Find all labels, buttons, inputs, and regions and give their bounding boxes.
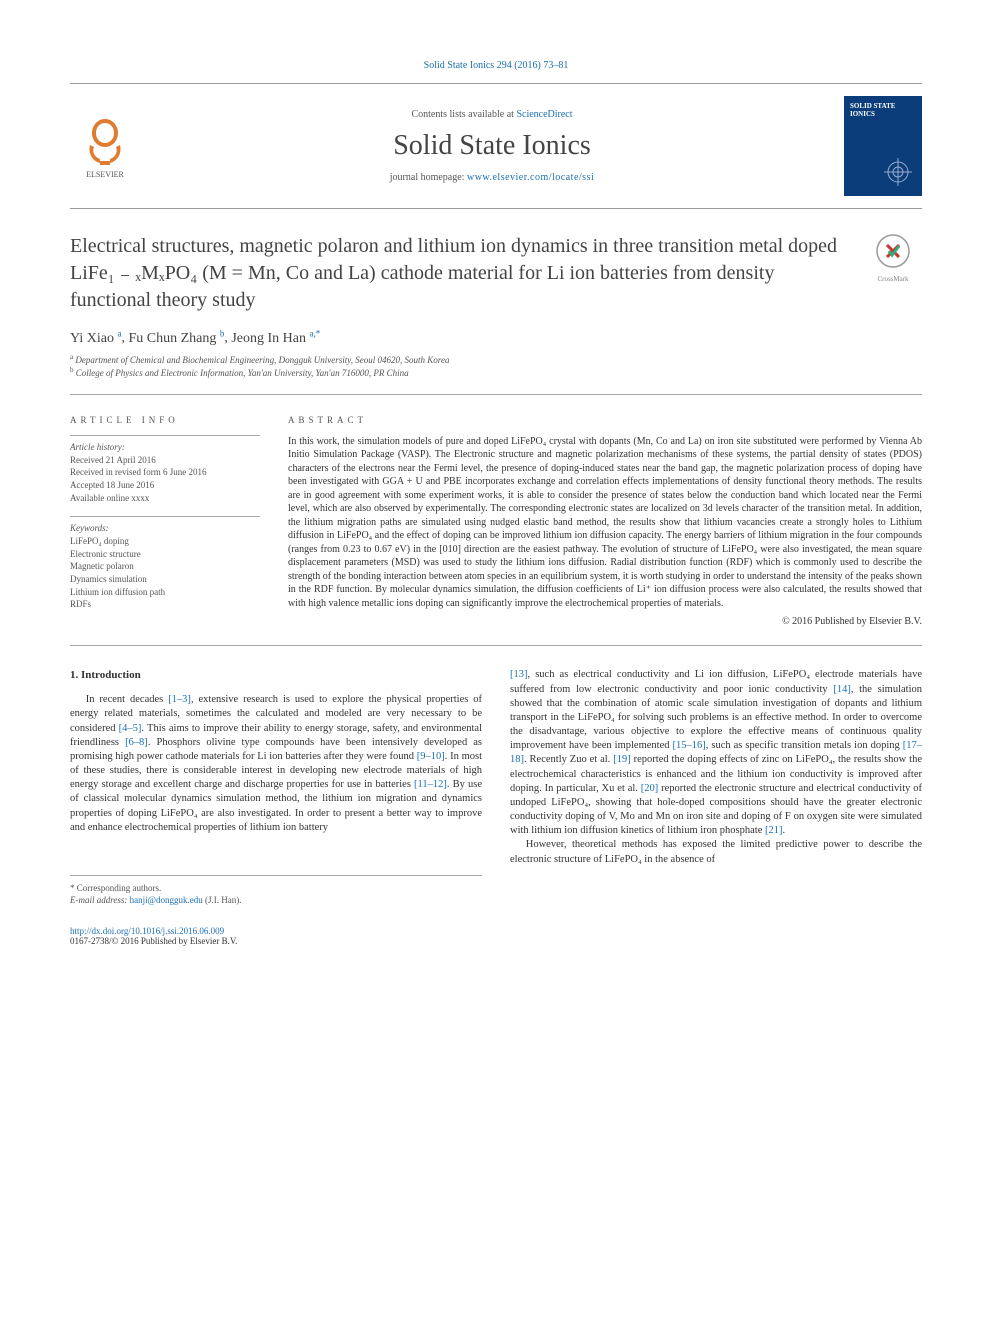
keyword: Electronic structure xyxy=(70,548,260,561)
homepage-prefix: journal homepage: xyxy=(390,172,467,183)
info-abstract-row: ARTICLE INFO Article history: Received 2… xyxy=(70,415,922,628)
keywords-heading: Keywords: xyxy=(70,523,260,533)
keyword: LiFePO₄ doping xyxy=(70,535,260,548)
keyword: RDFs xyxy=(70,598,260,611)
ref-link[interactable]: [4–5] xyxy=(119,723,142,734)
cover-label: SOLID STATE IONICS xyxy=(850,102,916,118)
ref-link[interactable]: [20] xyxy=(641,783,659,794)
history-line: Accepted 18 June 2016 xyxy=(70,479,260,492)
journal-ref: Solid State Ionics 294 (2016) 73–81 xyxy=(70,60,922,71)
divider xyxy=(70,394,922,395)
authors: Yi Xiao a, Fu Chun Zhang b, Jeong In Han… xyxy=(70,328,922,347)
header-center: Contents lists available at ScienceDirec… xyxy=(140,109,844,183)
ref-link[interactable]: [14] xyxy=(833,684,851,695)
homepage-link[interactable]: www.elsevier.com/locate/ssi xyxy=(467,172,594,183)
corresponding-footer: * Corresponding authors. E-mail address:… xyxy=(70,875,482,906)
article-history: Article history: Received 21 April 2016 … xyxy=(70,435,260,504)
history-heading: Article history: xyxy=(70,442,260,452)
crossmark-label: CrossMark xyxy=(864,275,922,283)
ref-link[interactable]: [17–18] xyxy=(510,740,922,765)
body-col-right: [13], such as electrical conductivity an… xyxy=(510,668,922,906)
ref-link[interactable]: [6–8] xyxy=(125,737,148,748)
email-label: E-mail address: xyxy=(70,895,130,905)
header-bar: ELSEVIER Contents lists available at Sci… xyxy=(70,83,922,209)
body-paragraph: However, theoretical methods has exposed… xyxy=(510,838,922,866)
page-root: Solid State Ionics 294 (2016) 73–81 ELSE… xyxy=(0,0,992,986)
aff-sup: a xyxy=(70,353,73,361)
section-heading: 1. Introduction xyxy=(70,668,482,683)
aff-text: College of Physics and Electronic Inform… xyxy=(76,368,409,378)
journal-name: Solid State Ionics xyxy=(140,130,844,162)
author-aff-sup[interactable]: b xyxy=(220,328,225,338)
ref-link[interactable]: [1–3] xyxy=(168,694,191,705)
author-name: Fu Chun Zhang xyxy=(128,331,216,346)
doi-link[interactable]: http://dx.doi.org/10.1016/j.ssi.2016.06.… xyxy=(70,926,224,936)
article-info-heading: ARTICLE INFO xyxy=(70,415,260,425)
abstract-copyright: © 2016 Published by Elsevier B.V. xyxy=(288,616,922,627)
crossmark-badge[interactable]: CrossMark xyxy=(864,233,922,283)
body-divider xyxy=(70,645,922,646)
ref-link[interactable]: [11–12] xyxy=(414,779,447,790)
crossmark-icon xyxy=(875,233,911,269)
publisher-logo: ELSEVIER xyxy=(70,111,140,181)
keyword: Dynamics simulation xyxy=(70,573,260,586)
body-col-left: 1. Introduction In recent decades [1–3],… xyxy=(70,668,482,906)
ref-link[interactable]: [13] xyxy=(510,669,528,680)
email-line: E-mail address: hanji@dongguk.edu (J.I. … xyxy=(70,894,482,906)
author-name: Jeong In Han xyxy=(231,331,306,346)
journal-cover-thumb: SOLID STATE IONICS xyxy=(844,96,922,196)
body-columns: 1. Introduction In recent decades [1–3],… xyxy=(70,668,922,906)
aff-sup: b xyxy=(70,366,74,374)
author-1: Fu Chun Zhang b xyxy=(128,331,224,346)
affiliation-0: a Department of Chemical and Biochemical… xyxy=(70,353,922,367)
contents-prefix: Contents lists available at xyxy=(411,109,516,120)
title-block: Electrical structures, magnetic polaron … xyxy=(70,233,922,314)
history-line: Received 21 April 2016 xyxy=(70,454,260,467)
author-aff-sup[interactable]: a xyxy=(117,328,121,338)
homepage-line: journal homepage: www.elsevier.com/locat… xyxy=(140,172,844,183)
author-2: Jeong In Han a,* xyxy=(231,331,320,346)
affiliations: a Department of Chemical and Biochemical… xyxy=(70,353,922,380)
email-suffix: (J.I. Han). xyxy=(203,895,242,905)
ref-link[interactable]: [21] xyxy=(765,825,783,836)
footer-bottom: http://dx.doi.org/10.1016/j.ssi.2016.06.… xyxy=(70,926,922,946)
abstract-text: In this work, the simulation models of p… xyxy=(288,435,922,611)
issn-line: 0167-2738/© 2016 Published by Elsevier B… xyxy=(70,936,922,946)
affiliation-1: b College of Physics and Electronic Info… xyxy=(70,366,922,380)
contents-line: Contents lists available at ScienceDirec… xyxy=(140,109,844,120)
aff-text: Department of Chemical and Biochemical E… xyxy=(75,355,449,365)
article-info-col: ARTICLE INFO Article history: Received 2… xyxy=(70,415,260,628)
keyword: Lithium ion diffusion path xyxy=(70,586,260,599)
keyword: Magnetic polaron xyxy=(70,560,260,573)
author-name: Yi Xiao xyxy=(70,331,114,346)
history-line: Available online xxxx xyxy=(70,492,260,505)
email-link[interactable]: hanji@dongguk.edu xyxy=(130,895,203,905)
author-aff-sup[interactable]: a,* xyxy=(310,328,321,338)
sciencedirect-link[interactable]: ScienceDirect xyxy=(516,109,572,120)
keywords-block: Keywords: LiFePO₄ doping Electronic stru… xyxy=(70,516,260,611)
history-line: Received in revised form 6 June 2016 xyxy=(70,466,260,479)
body-paragraph: In recent decades [1–3], extensive resea… xyxy=(70,693,482,835)
ref-link[interactable]: [15–16] xyxy=(673,740,706,751)
corresponding-label: * Corresponding authors. xyxy=(70,882,482,894)
article-title: Electrical structures, magnetic polaron … xyxy=(70,233,864,314)
author-0: Yi Xiao a xyxy=(70,331,121,346)
body-paragraph: [13], such as electrical conductivity an… xyxy=(510,668,922,838)
abstract-heading: ABSTRACT xyxy=(288,415,922,425)
ref-link[interactable]: [19] xyxy=(613,754,631,765)
publisher-logo-label: ELSEVIER xyxy=(86,170,124,179)
ref-link[interactable]: [9–10] xyxy=(417,751,445,762)
abstract-col: ABSTRACT In this work, the simulation mo… xyxy=(288,415,922,628)
